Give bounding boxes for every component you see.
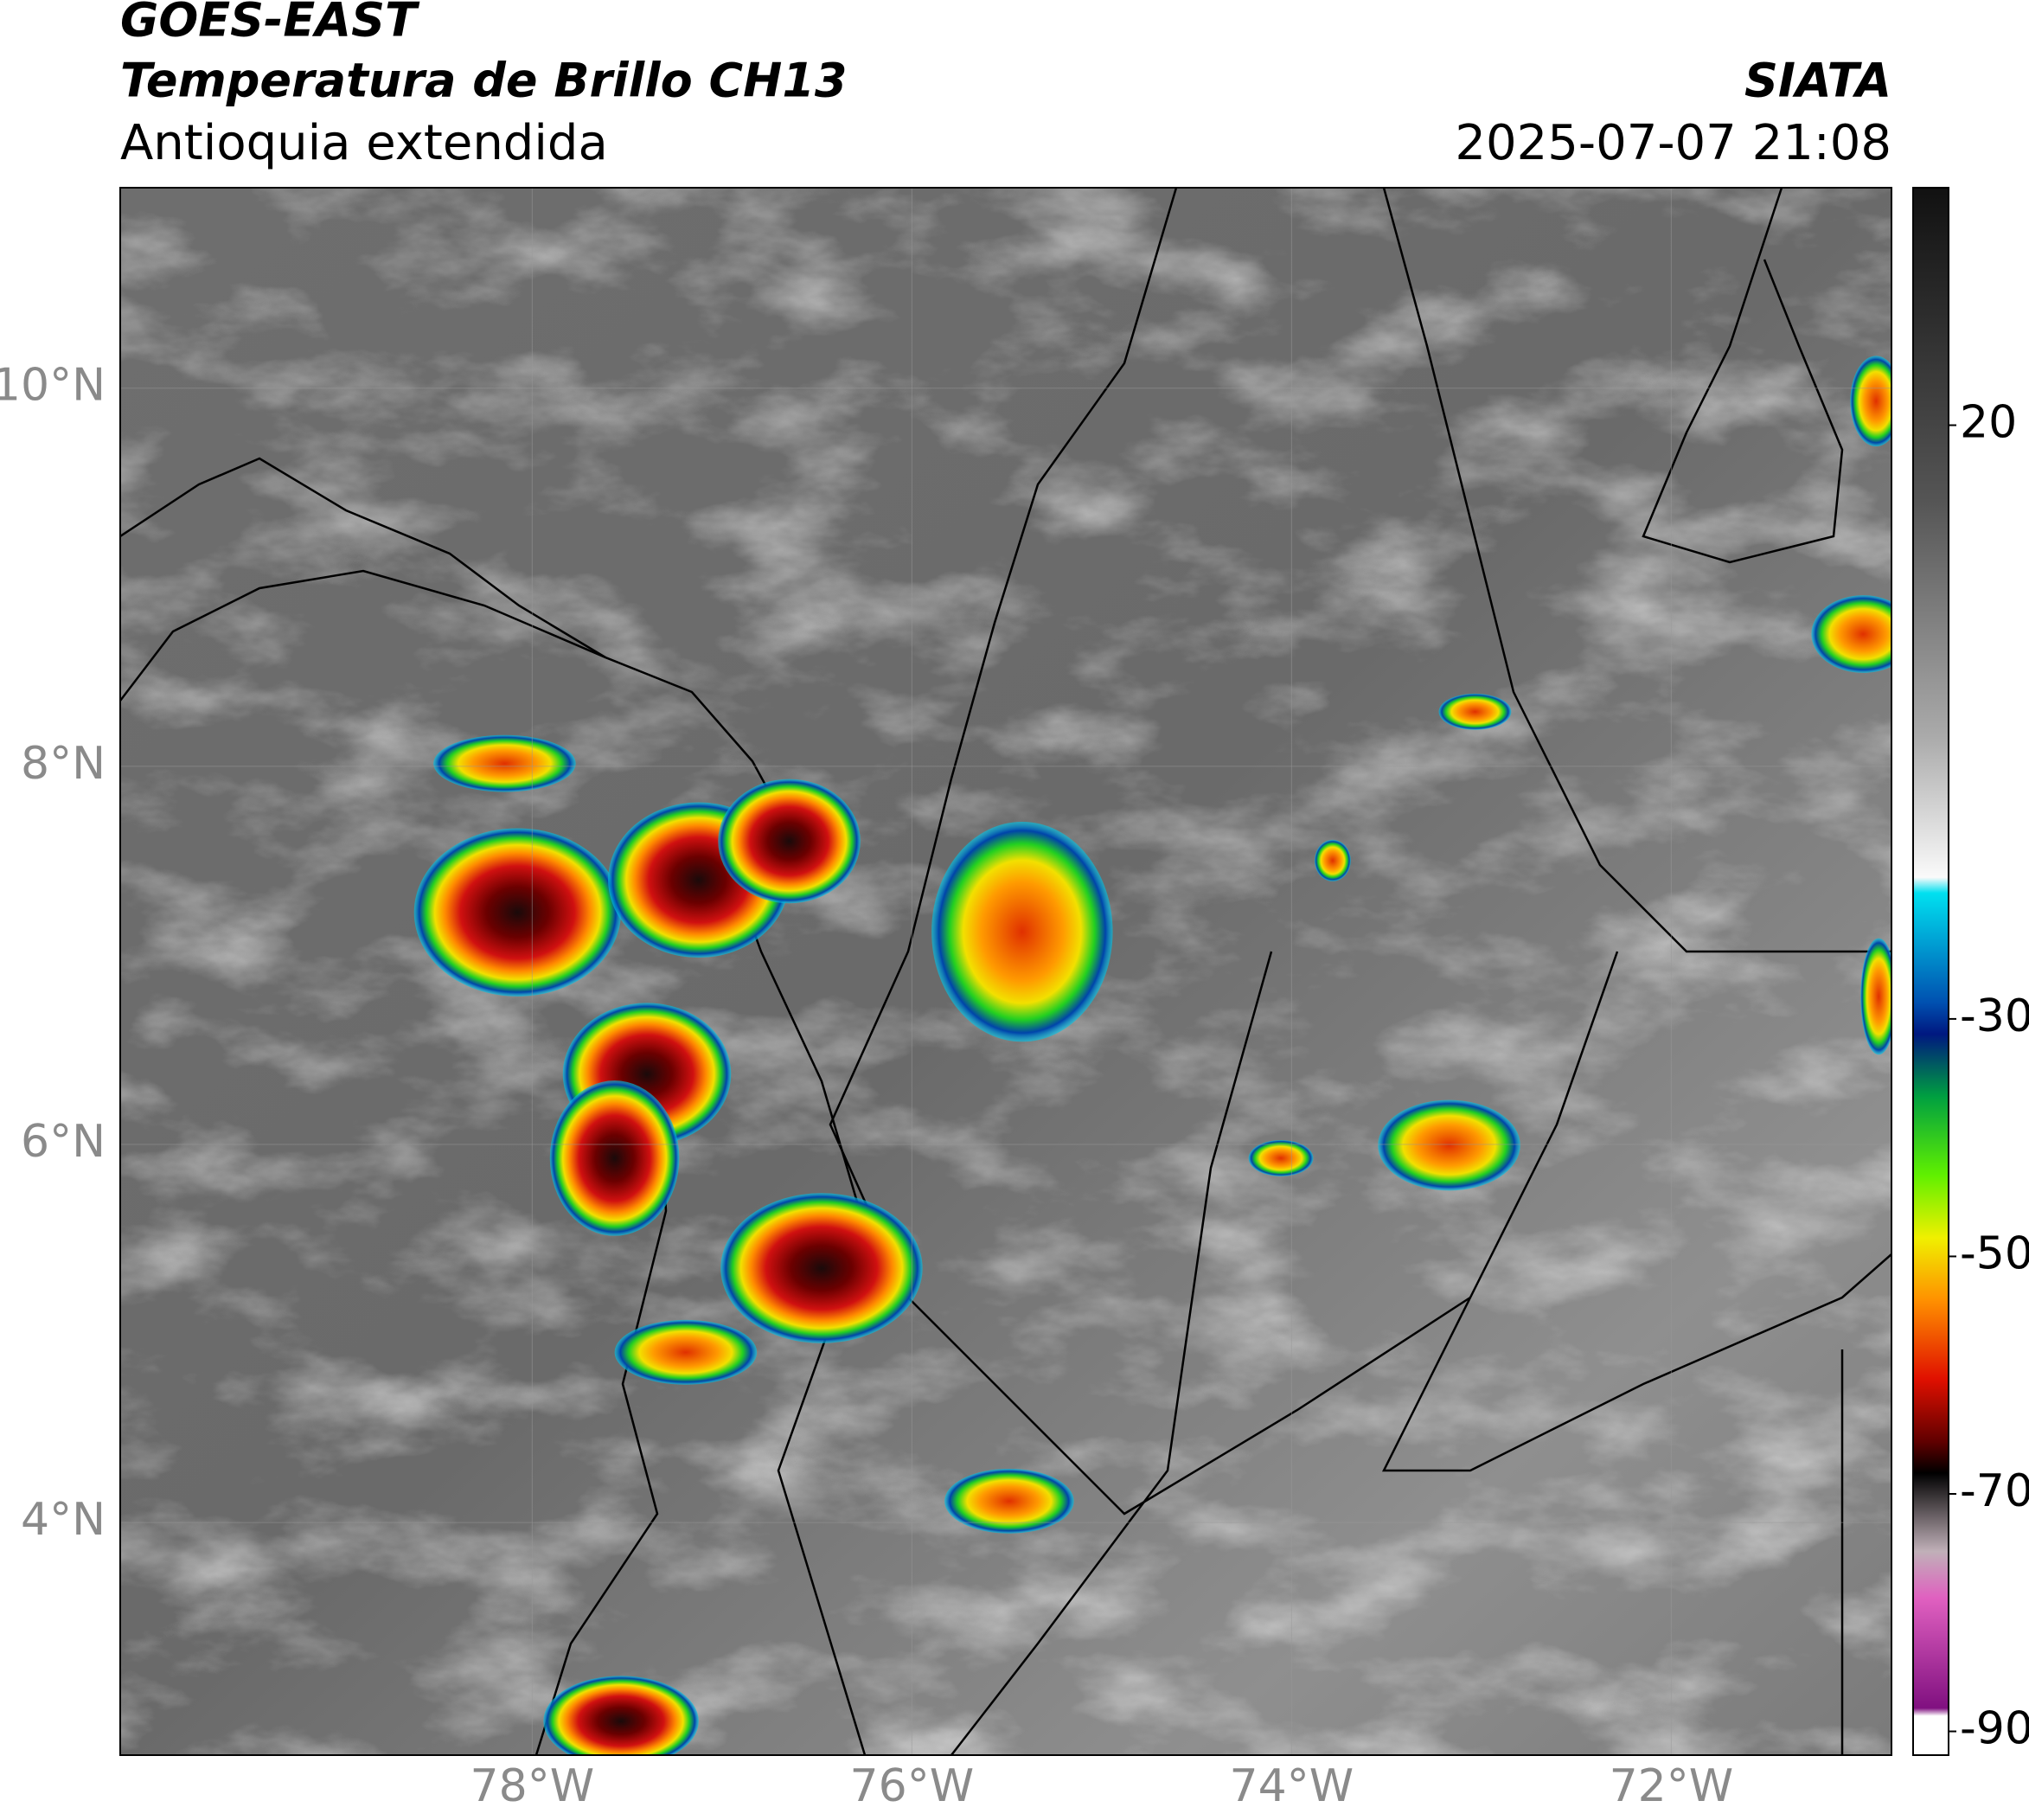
x-tick-label: 74°W bbox=[1230, 1760, 1354, 1812]
storm-cell bbox=[1811, 595, 1891, 673]
map-frame bbox=[119, 187, 1892, 1756]
colorbar-tick-label: -30 bbox=[1960, 990, 2029, 1042]
satellite: GOES-EAST bbox=[120, 0, 420, 48]
storm-cell bbox=[931, 821, 1113, 1042]
storm-cell bbox=[413, 828, 622, 997]
colorbar bbox=[1912, 187, 1949, 1756]
region: Antioquia extendida bbox=[120, 115, 608, 171]
storm-cell bbox=[549, 1080, 680, 1236]
map bbox=[120, 188, 1891, 1755]
source: SIATA bbox=[1744, 54, 1891, 108]
storm-cell bbox=[433, 734, 576, 792]
product: Temperatura de Brillo CH13 bbox=[120, 54, 848, 108]
colorbar-tick-label: -70 bbox=[1960, 1465, 2029, 1517]
storm-cell bbox=[1248, 1139, 1314, 1176]
y-tick-label: 8°N bbox=[21, 738, 106, 790]
datetime: 2025-07-07 21:08 bbox=[1455, 115, 1891, 171]
ticks: 78°W 76°W 74°W 72°W 4°N 6°N 8°N 10°N bbox=[0, 360, 1733, 1812]
x-tick-label: 76°W bbox=[850, 1760, 975, 1812]
y-tick-label: 6°N bbox=[21, 1116, 106, 1168]
storm-cell bbox=[1438, 693, 1512, 730]
colorbar-tick-label: 20 bbox=[1960, 397, 2017, 449]
x-tick-label: 78°W bbox=[470, 1760, 595, 1812]
y-tick-label: 4°N bbox=[21, 1494, 106, 1546]
y-tick-label: 10°N bbox=[0, 360, 106, 412]
storm-cell bbox=[614, 1319, 758, 1385]
storm-cell bbox=[1850, 356, 1891, 447]
x-tick-label: 72°W bbox=[1610, 1760, 1734, 1812]
storm-cell bbox=[944, 1468, 1074, 1534]
colorbar-tick-label: -90 bbox=[1960, 1703, 2029, 1755]
colorbar-ticks: 20 -30 -50 -70 -90 bbox=[1949, 397, 2029, 1755]
borders bbox=[120, 188, 1891, 1755]
storm-cell bbox=[720, 1193, 923, 1343]
storm-cell bbox=[543, 1676, 699, 1755]
storm-cell bbox=[718, 779, 861, 904]
storm-cell bbox=[1378, 1099, 1520, 1191]
colorbar-tick-label: -50 bbox=[1960, 1227, 2029, 1279]
storm-cell bbox=[1314, 839, 1351, 881]
storms bbox=[413, 356, 1891, 1755]
storm-cell bbox=[1860, 938, 1891, 1055]
